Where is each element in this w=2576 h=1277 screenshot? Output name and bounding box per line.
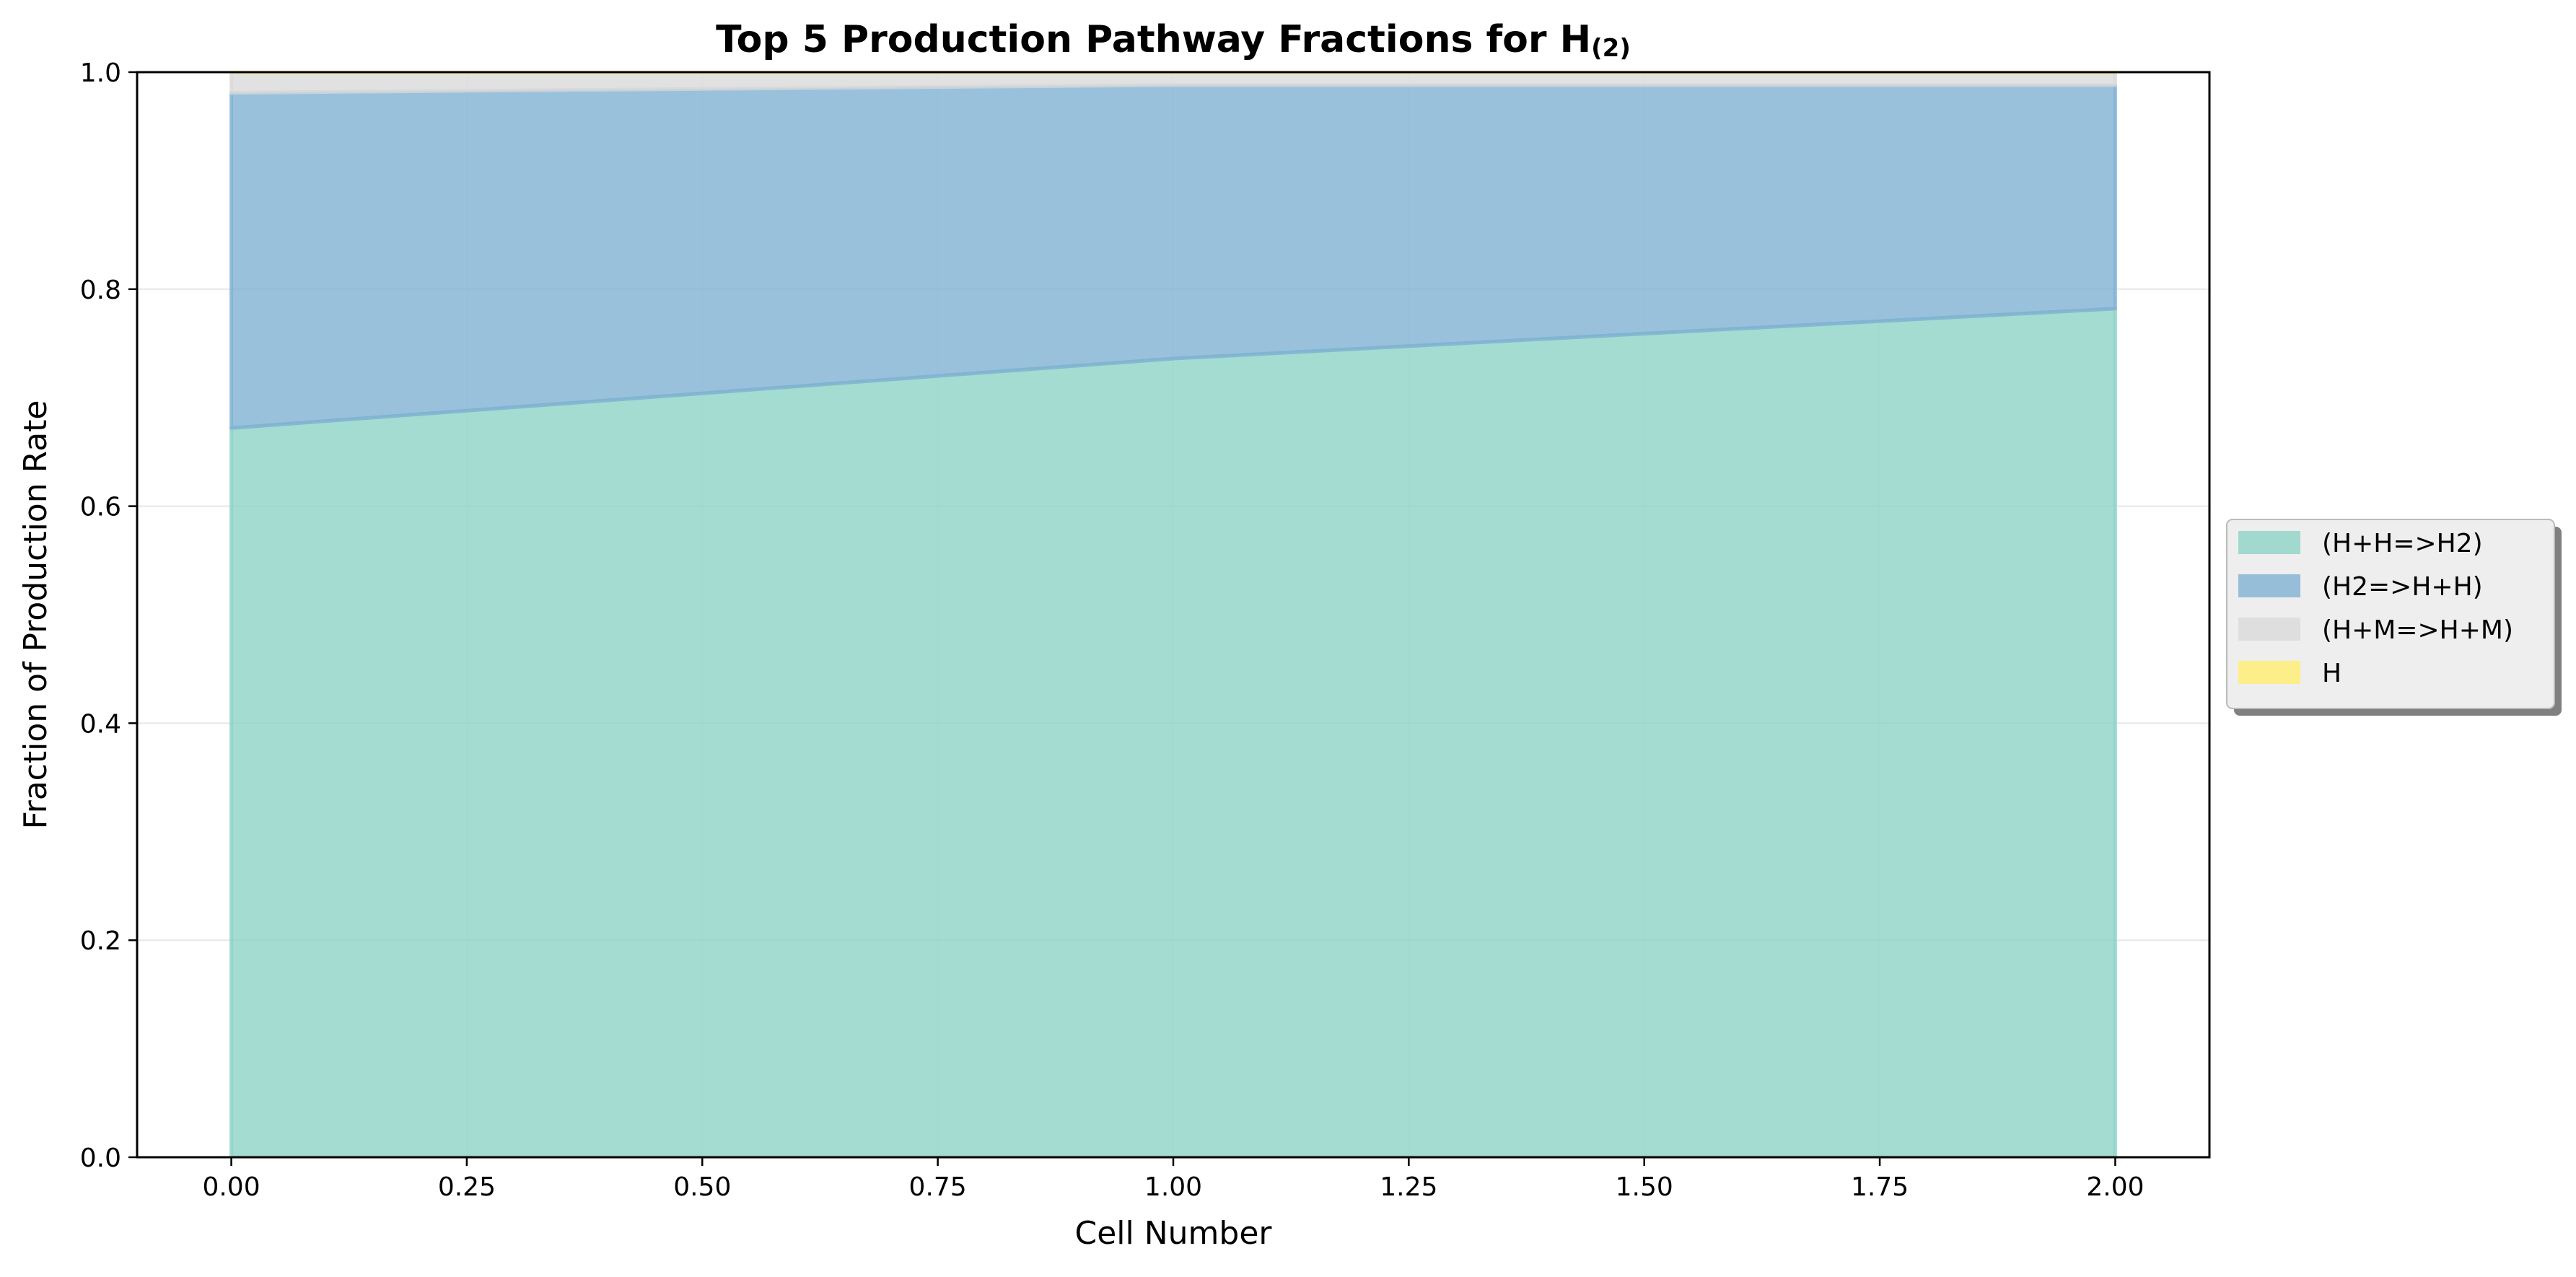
- x-tick-label-1: 0.25: [438, 1172, 496, 1202]
- legend-swatch-h: [2238, 661, 2300, 684]
- x-tick-label-7: 1.75: [1851, 1172, 1909, 1202]
- y-tick-label-0: 0.0: [80, 1144, 121, 1173]
- y-tick-label-3: 0.6: [80, 493, 121, 522]
- area-series-h-h-h2: [229, 307, 2117, 1157]
- x-tick-label-0: 0.00: [202, 1172, 260, 1202]
- y-tick-label-5: 1.0: [80, 58, 121, 88]
- legend-box: [2226, 519, 2555, 709]
- y-tick-label-2: 0.4: [80, 709, 121, 739]
- y-tick-label-1: 0.2: [80, 926, 121, 956]
- chart-title-main: Top 5 Production Pathway Fractions for H: [716, 18, 1591, 61]
- area-series-h-m-h-m: [229, 72, 2117, 95]
- legend-label-h-h-h2: (H+H=>H2): [2322, 529, 2483, 558]
- x-tick-label-4: 1.00: [1144, 1172, 1202, 1202]
- legend-items: (H+H=>H2) (H2=>H+H) (H+M=>H+M) H: [2238, 529, 2513, 688]
- legend-swatch-h2-h-h: [2238, 574, 2300, 597]
- x-axis-label: Cell Number: [1075, 1215, 1273, 1252]
- legend-label-h-m-h-m: (H+M=>H+M): [2322, 615, 2513, 645]
- chart-title-subscript: (2): [1591, 34, 1631, 63]
- x-tick-label-3: 0.75: [909, 1172, 967, 1202]
- chart-title: Top 5 Production Pathway Fractions for H…: [716, 18, 1631, 63]
- legend-swatch-h-m-h-m: [2238, 618, 2300, 641]
- legend-swatch-h-h-h2: [2238, 531, 2300, 554]
- y-tick-label-4: 0.8: [80, 276, 121, 305]
- stacked-areas: [229, 72, 2117, 1157]
- legend-label-h: H: [2322, 659, 2341, 688]
- y-axis-label: Fraction of Production Rate: [17, 400, 54, 830]
- x-tick-label-2: 0.50: [673, 1172, 731, 1202]
- x-tick-label-8: 2.00: [2086, 1172, 2144, 1202]
- legend: (H+H=>H2) (H2=>H+H) (H+M=>H+M) H: [2226, 519, 2562, 716]
- axis-ticks: 0.00 0.25 0.50 0.75 1.00 1.25 1.50 1.75 2.00 0.0 0…: [80, 58, 2145, 1202]
- legend-label-h2-h-h: (H2=>H+H): [2322, 572, 2483, 602]
- x-tick-label-6: 1.50: [1616, 1172, 1673, 1202]
- x-tick-label-5: 1.25: [1380, 1172, 1437, 1202]
